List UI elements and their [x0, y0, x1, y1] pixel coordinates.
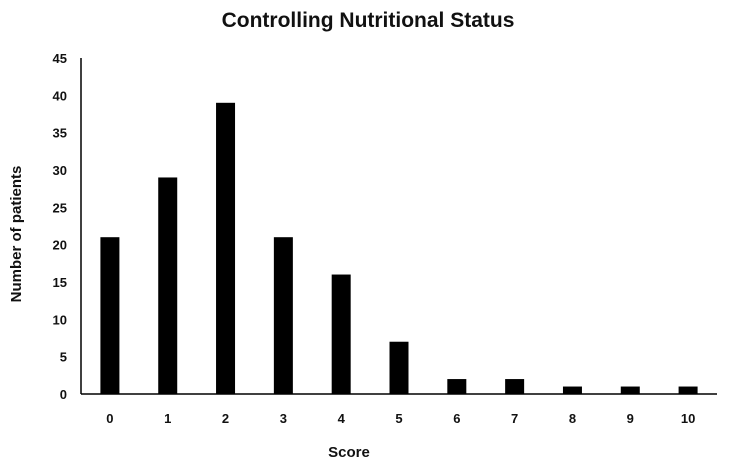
bar [562, 386, 582, 394]
y-tick-label: 15 [53, 275, 67, 290]
bar [389, 341, 409, 394]
x-tick-label: 3 [280, 411, 287, 426]
bar [216, 102, 236, 395]
bar [505, 379, 525, 394]
x-tick-label: 8 [569, 411, 576, 426]
y-tick-label: 25 [53, 200, 67, 215]
x-axis-label: Score [328, 444, 370, 461]
x-tick-label: 1 [164, 411, 171, 426]
y-tick-label: 10 [53, 312, 67, 327]
y-tick-label: 30 [53, 163, 67, 178]
x-tick-label: 4 [338, 411, 346, 426]
bar [331, 274, 351, 394]
x-tick-labels: 0 1 2 3 4 5 6 7 8 9 10 [106, 411, 695, 426]
chart-title: Controlling Nutritional Status [222, 9, 515, 32]
x-tick-label: 7 [511, 411, 518, 426]
y-tick-label: 5 [60, 350, 67, 365]
y-tick-label: 45 [53, 51, 67, 66]
bar [620, 386, 640, 394]
x-tick-label: 0 [106, 411, 113, 426]
bar [100, 237, 120, 394]
x-tick-label: 10 [681, 411, 695, 426]
y-tick-label: 40 [53, 88, 67, 103]
y-tick-label: 35 [53, 126, 67, 141]
bar [447, 379, 467, 394]
x-tick-label: 9 [627, 411, 634, 426]
bar [678, 386, 698, 394]
x-tick-label: 2 [222, 411, 229, 426]
y-axis-label: Number of patients [8, 166, 25, 303]
bar [158, 177, 178, 394]
x-tick-label: 5 [395, 411, 402, 426]
bar [273, 237, 293, 394]
y-tick-label: 20 [53, 238, 67, 253]
bars-group [100, 102, 698, 395]
y-tick-labels: 0 5 10 15 20 25 30 35 40 45 [53, 51, 67, 402]
x-tick-label: 6 [453, 411, 460, 426]
y-tick-label: 0 [60, 387, 67, 402]
